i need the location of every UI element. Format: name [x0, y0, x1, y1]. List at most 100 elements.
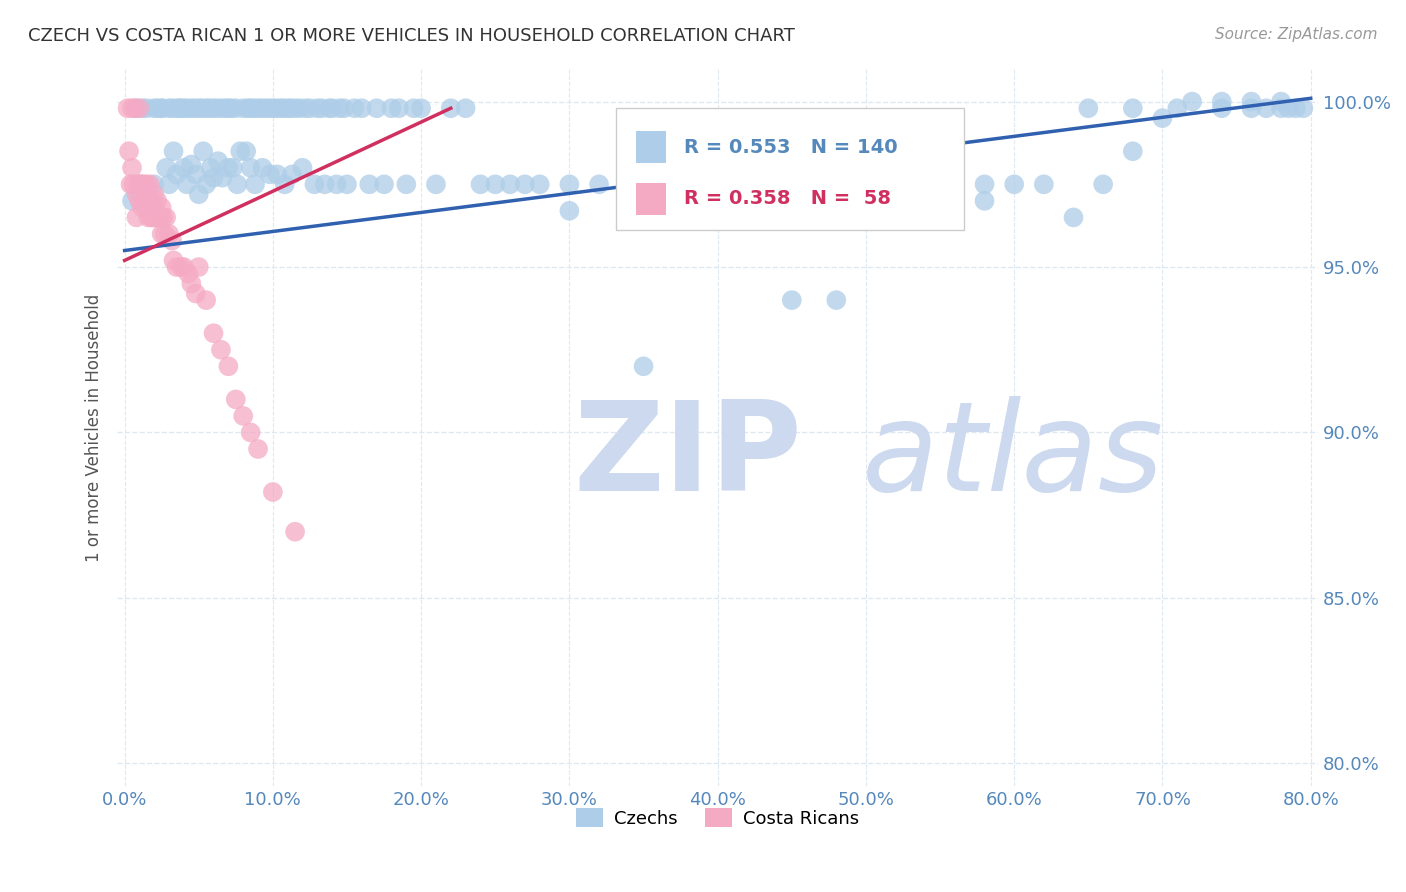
Point	[914, 178, 936, 192]
Point	[150, 227, 173, 241]
Point	[454, 101, 477, 115]
Point	[131, 201, 153, 215]
Point	[484, 178, 506, 192]
Point	[1032, 178, 1054, 192]
Point	[558, 203, 581, 218]
Point	[588, 178, 610, 192]
Point	[1256, 101, 1278, 115]
Point	[250, 101, 273, 115]
Point	[247, 101, 270, 115]
Point	[134, 194, 156, 208]
Point	[288, 101, 311, 115]
Point	[1122, 145, 1144, 159]
Point	[157, 101, 180, 115]
Point	[198, 101, 221, 115]
Point	[135, 178, 157, 192]
Point	[222, 161, 245, 175]
Point	[202, 101, 225, 115]
Point	[122, 178, 145, 192]
Point	[307, 101, 329, 115]
Point	[254, 101, 277, 115]
Point	[247, 442, 270, 456]
Point	[395, 178, 418, 192]
Legend: Czechs, Costa Ricans: Czechs, Costa Ricans	[569, 801, 866, 835]
Point	[373, 178, 395, 192]
Point	[1292, 101, 1315, 115]
Point	[1270, 95, 1292, 109]
Point	[202, 170, 225, 185]
Point	[173, 260, 195, 274]
Point	[157, 178, 180, 192]
Text: CZECH VS COSTA RICAN 1 OR MORE VEHICLES IN HOUSEHOLD CORRELATION CHART: CZECH VS COSTA RICAN 1 OR MORE VEHICLES …	[28, 27, 794, 45]
Point	[180, 157, 202, 171]
Point	[125, 187, 148, 202]
Point	[314, 178, 336, 192]
Point	[1211, 95, 1233, 109]
Point	[239, 425, 262, 440]
Point	[214, 101, 236, 115]
Point	[225, 392, 247, 407]
Point	[470, 178, 492, 192]
Point	[211, 170, 233, 185]
Point	[148, 211, 170, 225]
Point	[780, 293, 803, 307]
Point	[558, 178, 581, 192]
Point	[929, 187, 952, 202]
Point	[329, 101, 352, 115]
Point	[226, 178, 249, 192]
Y-axis label: 1 or more Vehicles in Household: 1 or more Vehicles in Household	[86, 293, 103, 562]
Point	[380, 101, 402, 115]
Point	[166, 168, 188, 182]
Text: R = 0.553   N = 140: R = 0.553 N = 140	[685, 137, 897, 157]
Point	[264, 101, 287, 115]
Bar	[636, 183, 666, 215]
Point	[277, 101, 299, 115]
Point	[177, 267, 200, 281]
Point	[259, 168, 281, 182]
Point	[162, 253, 184, 268]
Point	[128, 194, 150, 208]
Point	[973, 178, 995, 192]
Point	[162, 145, 184, 159]
Point	[262, 101, 284, 115]
Point	[243, 178, 266, 192]
Point	[118, 145, 141, 159]
Point	[366, 101, 388, 115]
Point	[135, 201, 157, 215]
Point	[291, 161, 314, 175]
Point	[217, 359, 239, 374]
Point	[737, 178, 759, 192]
Point	[239, 101, 262, 115]
Point	[633, 359, 655, 374]
Point	[136, 211, 159, 225]
Point	[325, 178, 347, 192]
Point	[187, 260, 209, 274]
Point	[411, 101, 433, 115]
FancyBboxPatch shape	[616, 108, 965, 230]
Point	[336, 178, 359, 192]
Point	[676, 178, 699, 192]
Point	[166, 101, 188, 115]
Point	[333, 101, 356, 115]
Point	[388, 101, 411, 115]
Point	[173, 101, 195, 115]
Point	[131, 101, 153, 115]
Point	[262, 485, 284, 500]
Point	[202, 326, 225, 341]
Point	[170, 101, 193, 115]
Point	[124, 101, 146, 115]
Point	[855, 178, 877, 192]
Point	[205, 101, 228, 115]
Point	[239, 161, 262, 175]
Point	[143, 178, 166, 192]
Point	[217, 101, 239, 115]
Point	[183, 101, 205, 115]
Text: Source: ZipAtlas.com: Source: ZipAtlas.com	[1215, 27, 1378, 42]
Point	[152, 211, 174, 225]
Point	[280, 101, 302, 115]
Point	[232, 409, 254, 423]
Point	[229, 145, 252, 159]
Point	[266, 168, 288, 182]
Point	[141, 201, 163, 215]
Point	[350, 101, 373, 115]
